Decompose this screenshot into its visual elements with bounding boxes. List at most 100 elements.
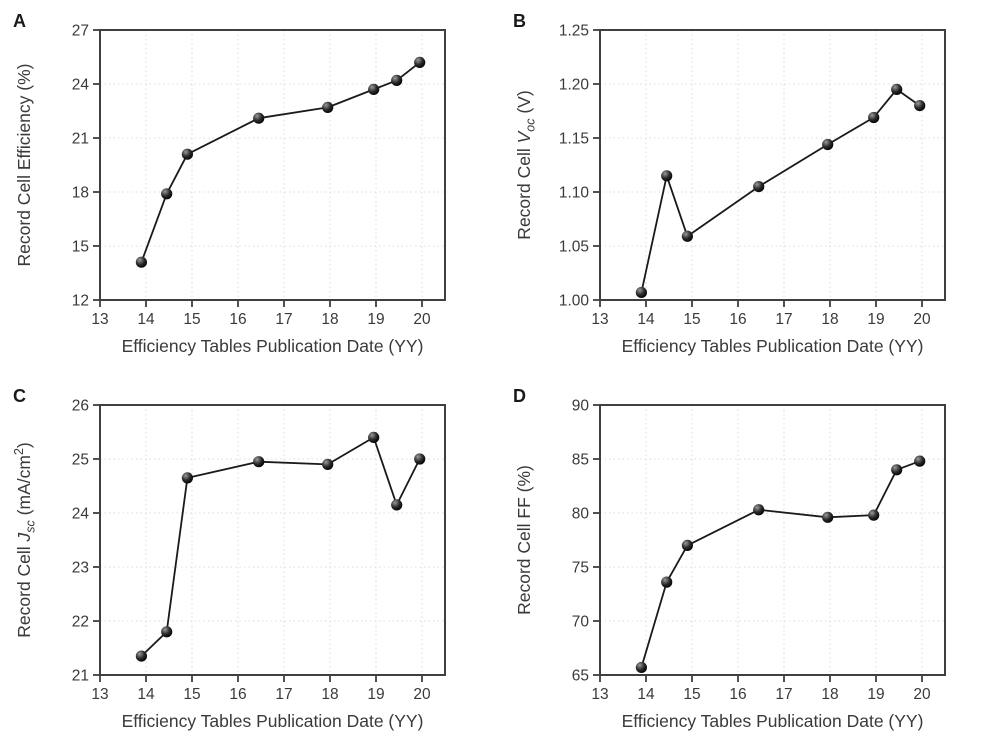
chart-svg: 13 14 15 16 17 18 19 20 21 22 23 24 25 26 Efficiency T… xyxy=(12,386,446,731)
y-tick-label: 22 xyxy=(72,614,89,631)
y-tick-label: 1.15 xyxy=(559,131,589,148)
data-point xyxy=(822,138,834,151)
y-tick-label: 75 xyxy=(572,560,589,577)
x-tick-label: 19 xyxy=(867,311,884,328)
x-tick-label: 16 xyxy=(229,311,246,328)
data-point xyxy=(681,230,693,242)
data-point xyxy=(135,650,147,662)
data-point xyxy=(253,456,265,468)
y-tick-label: 24 xyxy=(72,77,90,94)
x-tick-label: 17 xyxy=(775,311,792,328)
y-tick-label: 27 xyxy=(72,23,89,40)
data-point xyxy=(635,286,647,299)
chart-svg: 13 14 15 16 17 18 19 20 65 70 75 80 85 90 Efficiency T… xyxy=(513,386,946,731)
y-axis-label: Record Cell Jsc (mA/cm2) xyxy=(12,442,38,637)
x-tick-label: 14 xyxy=(637,311,655,328)
y-tick-label: 1.00 xyxy=(559,293,590,310)
x-tick-label: 15 xyxy=(683,686,700,703)
panel-a: 13 14 15 16 17 18 19 20 12 15 18 21 24 27 Efficiency T… xyxy=(0,0,500,375)
data-point xyxy=(868,509,880,521)
data-point xyxy=(181,148,193,160)
data-point xyxy=(414,453,426,465)
y-tick-label: 80 xyxy=(572,506,590,523)
y-axis-label: Record Cell FF (%) xyxy=(514,465,534,615)
x-tick-label: 17 xyxy=(775,686,792,703)
x-tick-label: 15 xyxy=(683,311,700,328)
y-tick-label: 1.20 xyxy=(559,77,590,94)
x-tick-label: 13 xyxy=(91,311,108,328)
y-tick-label: 1.25 xyxy=(559,23,589,40)
x-tick-label: 18 xyxy=(821,311,838,328)
y-tick-label: 65 xyxy=(572,668,589,685)
data-point xyxy=(391,74,403,86)
panel-letter: A xyxy=(13,11,26,31)
panel-b: 13 14 15 16 17 18 19 20 1.00 1.05 1.10 1.15 1.20 1.25… xyxy=(500,0,1000,375)
x-tick-label: 20 xyxy=(413,311,431,328)
chart-svg: 13 14 15 16 17 18 19 20 12 15 18 21 24 27 Efficiency T… xyxy=(13,11,446,356)
x-tick-label: 20 xyxy=(413,686,431,703)
y-tick-label: 24 xyxy=(72,506,90,523)
x-tick-label: 16 xyxy=(729,311,746,328)
data-point xyxy=(135,256,147,268)
data-point xyxy=(753,181,765,193)
x-axis-label: Efficiency Tables Publication Date (YY) xyxy=(622,711,924,731)
data-point xyxy=(661,170,673,182)
data-point xyxy=(914,455,926,467)
panel-c: 13 14 15 16 17 18 19 20 21 22 23 24 25 26 Efficiency T… xyxy=(0,375,500,750)
x-tick-label: 13 xyxy=(591,311,608,328)
x-tick-label: 18 xyxy=(321,686,338,703)
data-point xyxy=(822,511,834,523)
plot-box xyxy=(99,29,446,301)
x-axis-label: Efficiency Tables Publication Date (YY) xyxy=(622,336,924,356)
data-point xyxy=(681,539,693,551)
x-axis-label: Efficiency Tables Publication Date (YY) xyxy=(122,711,424,731)
data-point xyxy=(391,499,403,511)
data-point xyxy=(891,464,903,476)
x-tick-label: 14 xyxy=(137,311,155,328)
plot-box xyxy=(599,29,946,301)
data-point xyxy=(161,188,173,200)
chart-svg: 13 14 15 16 17 18 19 20 1.00 1.05 1.10 1.15 1.20 1.25… xyxy=(513,11,946,356)
data-point xyxy=(368,431,380,443)
data-point xyxy=(914,100,926,112)
y-tick-label: 90 xyxy=(572,398,590,415)
y-tick-label: 25 xyxy=(72,452,89,469)
data-point xyxy=(322,458,334,470)
data-point xyxy=(368,83,380,95)
panel-letter: C xyxy=(13,386,26,406)
x-tick-label: 20 xyxy=(913,686,931,703)
data-point xyxy=(753,504,765,516)
y-tick-label: 21 xyxy=(72,668,89,685)
y-tick-label: 21 xyxy=(72,131,89,148)
x-tick-label: 15 xyxy=(183,686,200,703)
x-tick-label: 15 xyxy=(183,311,200,328)
x-tick-label: 19 xyxy=(867,686,884,703)
x-tick-label: 13 xyxy=(91,686,108,703)
x-tick-label: 16 xyxy=(729,686,746,703)
x-tick-label: 17 xyxy=(275,311,292,328)
x-axis-label: Efficiency Tables Publication Date (YY) xyxy=(122,336,424,356)
y-tick-label: 1.10 xyxy=(559,185,590,202)
y-tick-label: 18 xyxy=(72,185,89,202)
plot-box xyxy=(99,404,446,676)
x-tick-label: 20 xyxy=(913,311,931,328)
data-point xyxy=(868,111,880,124)
data-point xyxy=(322,101,334,113)
data-point xyxy=(414,56,426,68)
y-tick-label: 23 xyxy=(72,560,89,577)
data-point xyxy=(253,112,265,124)
y-tick-label: 85 xyxy=(572,452,589,469)
x-tick-label: 16 xyxy=(229,686,246,703)
data-point xyxy=(161,626,173,638)
y-tick-label: 1.05 xyxy=(559,239,589,256)
y-axis-label: Record Cell Efficiency (%) xyxy=(14,64,34,267)
x-tick-label: 19 xyxy=(367,686,384,703)
panel-d: 13 14 15 16 17 18 19 20 65 70 75 80 85 90 Efficiency T… xyxy=(500,375,1000,750)
panel-letter: D xyxy=(513,386,526,406)
plot-box xyxy=(599,404,946,676)
data-line xyxy=(640,88,921,293)
x-tick-label: 13 xyxy=(591,686,608,703)
y-axis-label: Record Cell Voc (V) xyxy=(514,90,538,239)
y-tick-label: 70 xyxy=(572,614,590,631)
x-tick-label: 19 xyxy=(367,311,384,328)
